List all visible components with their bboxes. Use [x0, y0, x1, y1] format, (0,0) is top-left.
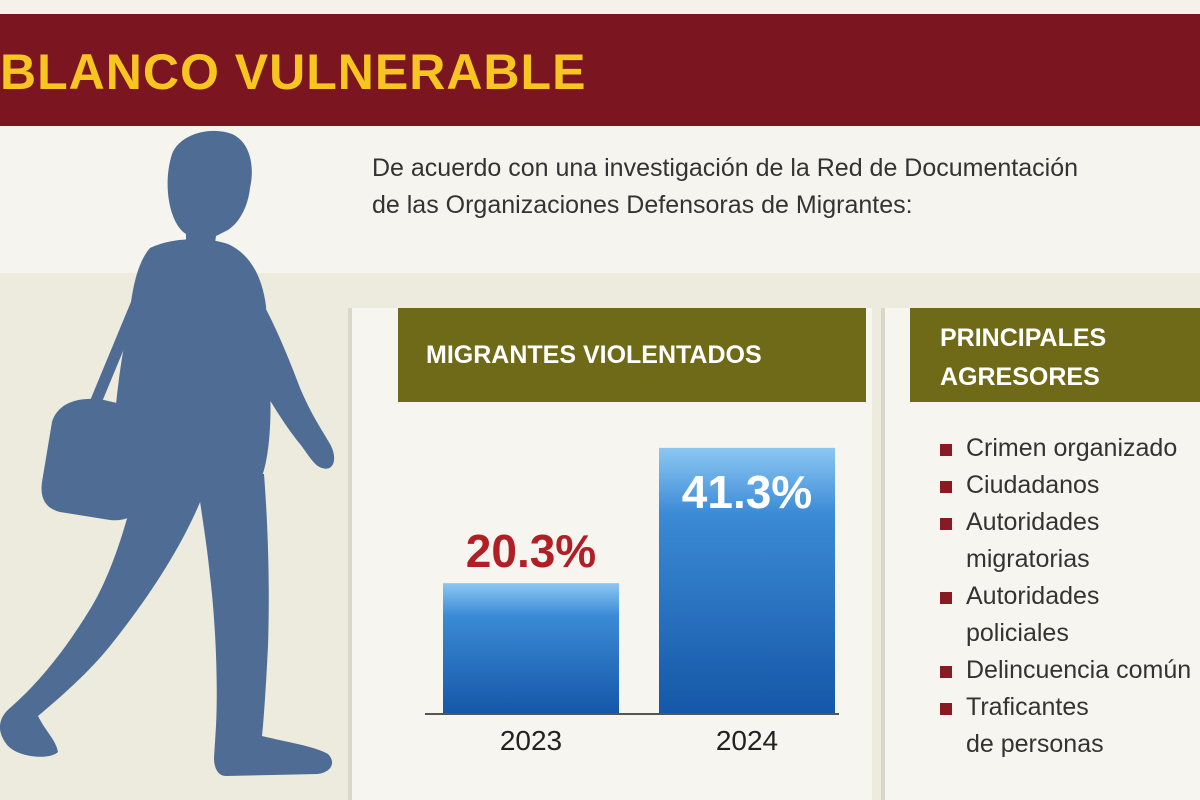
aggressor-item: Ciudadanos [940, 467, 1200, 504]
aggressor-label: Ciudadanos [966, 471, 1100, 499]
bar-2024 [659, 447, 835, 714]
aggressor-label: Delincuencia común [966, 656, 1192, 684]
aggressors-title-line-1: PRINCIPALES [940, 324, 1107, 352]
aggressors-title-box: PRINCIPALES AGRESORES [910, 308, 1200, 402]
aggressor-label: Autoridades migratorias [966, 508, 1100, 573]
square-bullet-icon [940, 444, 952, 456]
aggressor-label: Traficantes de personas [966, 693, 1104, 758]
aggressor-item: Autoridades policiales [940, 578, 1200, 652]
aggressor-label: Crimen organizado [966, 434, 1178, 462]
value-label-2023: 20.3% [466, 525, 596, 577]
aggressor-item: Crimen organizado [940, 430, 1200, 467]
aggressor-label: Autoridades policiales [966, 582, 1100, 647]
intro-text: De acuerdo con una investigación de la R… [372, 150, 1200, 224]
x-tick-label-2023: 2023 [500, 725, 562, 756]
bar-chart: 20.3% 2023 41.3% 2024 [425, 447, 839, 756]
value-label-2024: 41.3% [682, 466, 812, 518]
square-bullet-icon [940, 481, 952, 493]
aggressor-item: Autoridades migratorias [940, 504, 1200, 578]
aggressor-item: Delincuencia común [940, 652, 1200, 689]
chart-title: MIGRANTES VIOLENTADOS [426, 341, 762, 369]
aggressors-list: Crimen organizado Ciudadanos Autoridades… [940, 430, 1200, 763]
square-bullet-icon [940, 666, 952, 678]
aggressors-title-line-2: AGRESORES [940, 363, 1100, 391]
page-title: BLANCO VULNERABLE [0, 44, 587, 100]
intro-line-1: De acuerdo con una investigación de la R… [372, 154, 1079, 182]
aggressor-item: Traficantes de personas [940, 689, 1200, 763]
intro-line-2: de las Organizaciones Defensoras de Migr… [372, 191, 913, 219]
bar-2023 [443, 583, 619, 714]
top-band [0, 0, 1200, 14]
chart-title-box: MIGRANTES VIOLENTADOS [398, 308, 866, 402]
square-bullet-icon [940, 518, 952, 530]
walking-migrant-silhouette-icon [0, 130, 335, 776]
title-bar [0, 14, 1200, 126]
square-bullet-icon [940, 703, 952, 715]
x-tick-label-2024: 2024 [716, 725, 778, 756]
square-bullet-icon [940, 592, 952, 604]
